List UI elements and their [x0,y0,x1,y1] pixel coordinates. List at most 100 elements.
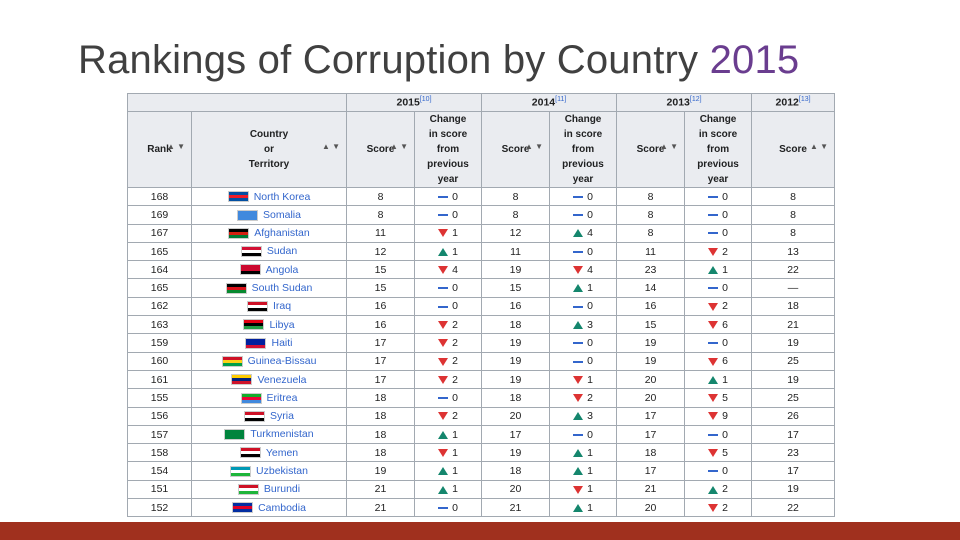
rank-cell: 155 [127,388,192,408]
change-cell: 1 [684,260,753,280]
country-cell: Afghanistan [191,223,347,243]
score-header[interactable]: Score ▲ ▼ [481,111,551,188]
score-cell: 16 [616,296,686,317]
country-link[interactable]: Haiti [271,337,293,350]
country-link[interactable]: Venezuela [257,373,307,386]
decrease-icon [438,375,449,384]
change-value: 4 [438,264,458,276]
country-link[interactable]: Turkmenistan [250,428,314,441]
header-text: Change [564,114,602,125]
sort-icon[interactable]: ▲ ▼ [321,141,340,151]
change-cell: 1 [549,498,618,518]
country-link[interactable]: Libya [269,318,295,331]
steady-icon [438,397,449,400]
change-value: 2 [708,502,728,514]
change-cell: 0 [684,424,753,445]
rank-header[interactable]: Rank ▲ ▼ [127,111,192,188]
country-link[interactable]: Eritrea [266,392,298,405]
sort-icon[interactable]: ▲ ▼ [166,141,185,151]
sort-icon[interactable]: ▲ ▼ [524,141,544,151]
change-value: 1 [438,465,458,477]
score-cell: 19 [616,351,686,371]
change-cell: 1 [549,278,618,298]
flag-icon [243,319,265,331]
change-number: 0 [452,282,458,295]
change-value: 0 [438,502,458,514]
change-value: 0 [573,429,593,441]
year-label: 2015 [396,96,420,109]
score-header[interactable]: Score ▲ ▼ [346,111,415,188]
table-row: 159 Haiti 17 2 19 0 19 0 19 [127,333,836,353]
country-link[interactable]: Guinea-Bissau [247,355,317,368]
change-cell: 2 [413,369,483,390]
rank-cell: 151 [127,479,192,500]
sort-icon[interactable]: ▲ ▼ [389,141,408,151]
score-cell: 20 [481,479,551,500]
country-link[interactable]: Cambodia [258,501,306,514]
citation-link[interactable]: [10] [419,96,432,104]
change-header[interactable]: Change in score from previous year [413,111,483,188]
increase-icon [438,485,449,494]
score-cell: 18 [346,443,415,463]
change-number: 2 [452,355,458,368]
header-text: Score [501,144,530,155]
sort-icon[interactable]: ▲ ▼ [809,141,829,151]
change-cell: 5 [684,388,753,408]
country-link[interactable]: Uzbekistan [256,465,308,478]
score-cell: 16 [346,296,415,317]
change-value: 0 [438,300,458,312]
score-cell: 8 [481,186,551,207]
score-cell: 18 [346,388,415,408]
country-link[interactable]: Yemen [265,446,299,459]
sort-icon[interactable]: ▲ ▼ [659,141,679,151]
change-value: 2 [573,392,593,404]
score-header[interactable]: Score ▲ ▼ [616,111,686,188]
score-cell: 17 [616,424,686,445]
country-link[interactable]: Sudan [266,245,298,258]
change-cell: 2 [684,479,753,500]
change-cell: 0 [684,205,753,225]
flag-icon [237,484,259,495]
year-label: 2013 [666,96,690,109]
change-number: 1 [587,465,593,478]
score-cell: 20 [481,406,551,426]
country-link[interactable]: Somalia [263,209,301,222]
change-value: 1 [573,483,593,495]
header-text: Country [249,129,289,140]
change-value: 2 [708,483,728,495]
country-link[interactable]: Syria [270,410,294,423]
change-header[interactable]: Change in score from previous year [684,111,753,188]
citation-link[interactable]: [13] [798,96,811,104]
country-link[interactable]: North Korea [253,190,311,203]
rank-cell: 165 [127,241,192,262]
change-cell: 0 [413,498,483,518]
citation-link[interactable]: [11] [555,96,567,104]
change-cell: 1 [413,223,483,243]
citation-link[interactable]: [12] [689,96,702,104]
score-header[interactable]: Score ▲ ▼ [751,111,836,188]
change-header[interactable]: Change in score from previous year [549,111,618,188]
change-value: 0 [438,209,458,221]
country-link[interactable]: Iraq [272,300,292,313]
change-value: 0 [708,209,728,221]
steady-icon [438,305,449,308]
score-cell: 8 [751,186,836,207]
year-header-2014: 2014[11] [481,93,618,112]
decrease-icon [438,229,449,238]
flag-icon [221,355,243,367]
increase-icon [708,485,719,494]
score-cell: 18 [481,388,551,408]
change-value: 1 [708,264,728,276]
change-number: 1 [587,282,593,295]
score-cell: 15 [346,278,415,298]
change-value: 1 [438,429,458,441]
country-header[interactable]: Country or Territory ▲ ▼ [191,111,347,188]
country-link[interactable]: Afghanistan [254,227,310,240]
country-link[interactable]: Angola [265,263,299,276]
country-link[interactable]: Burundi [263,483,301,496]
change-cell: 2 [413,406,483,426]
score-cell: 11 [481,241,551,262]
country-link[interactable]: South Sudan [251,282,313,295]
change-value: 0 [573,300,593,312]
change-number: 5 [722,446,728,459]
